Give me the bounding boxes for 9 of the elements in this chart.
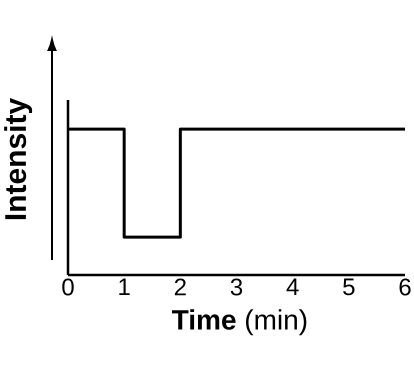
x-tick-label: 5 <box>343 278 355 296</box>
x-tick-label: 6 <box>400 278 411 296</box>
x-tick-label: 2 <box>174 278 186 296</box>
x-tick-label: 4 <box>286 278 299 296</box>
y-axis-title: Intensity <box>4 98 32 220</box>
x-tick-label: 1 <box>119 278 130 296</box>
x-tick-label: 3 <box>230 278 242 296</box>
x-axis-title: Time (min) <box>172 309 306 336</box>
x-tick-label: 0 <box>62 278 74 296</box>
